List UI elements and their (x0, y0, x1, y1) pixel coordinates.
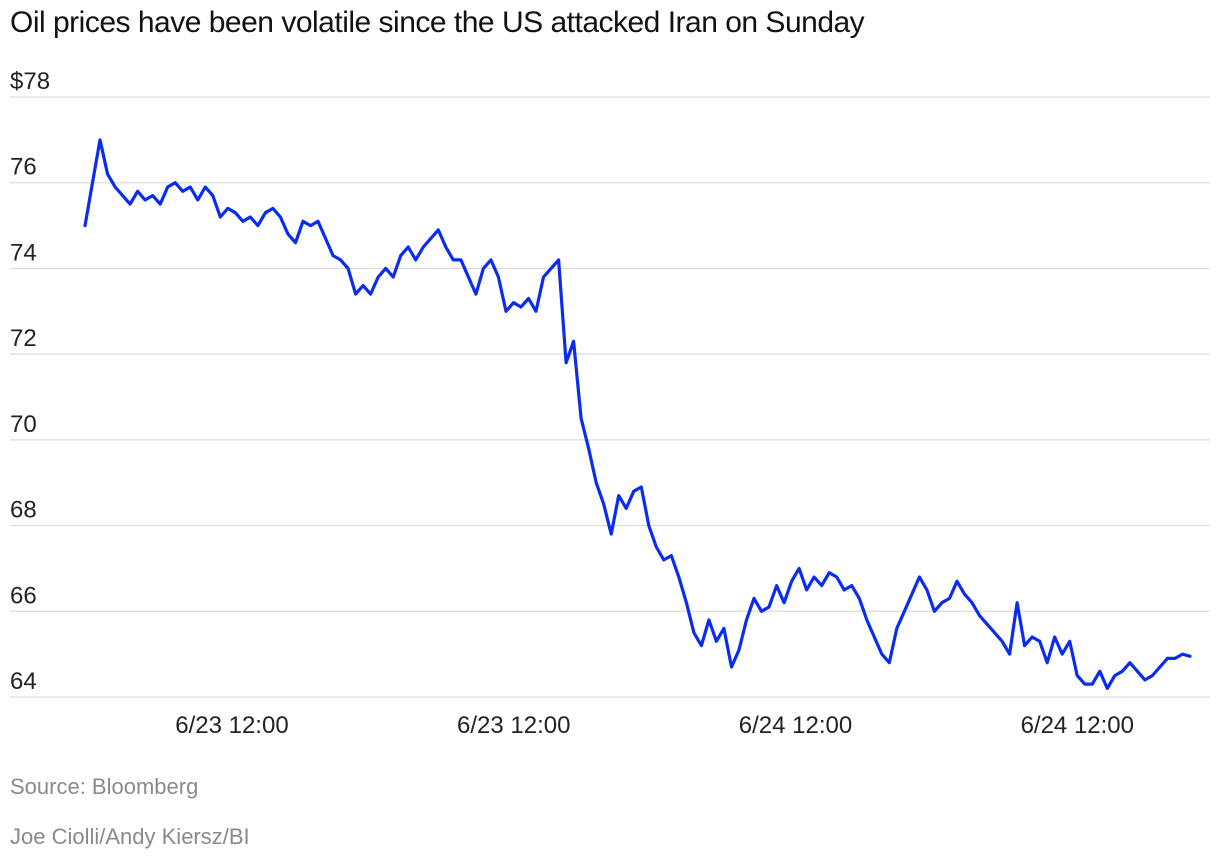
y-tick-label: 68 (10, 497, 37, 524)
x-tick-label: 6/24 12:00 (1021, 712, 1134, 739)
y-tick-label: 70 (10, 411, 37, 438)
y-axis-ticks: $78 76 74 72 70 68 66 64 (10, 68, 50, 695)
credit-note: Joe Ciolli/Andy Kiersz/BI (10, 824, 250, 849)
x-axis-ticks: 6/23 12:00 6/23 12:00 6/24 12:00 6/24 12:00 (175, 712, 1134, 739)
series-line-oil-price (83, 138, 1192, 690)
y-tick-label: 66 (10, 582, 37, 609)
y-tick-label: $78 (10, 68, 50, 95)
x-tick-label: 6/23 12:00 (175, 712, 288, 739)
y-tick-label: 64 (10, 668, 37, 695)
x-tick-label: 6/23 12:00 (457, 712, 570, 739)
source-note: Source: Bloomberg (10, 774, 199, 799)
chart-title: Oil prices have been volatile since the … (10, 6, 865, 39)
x-tick-label: 6/24 12:00 (739, 712, 852, 739)
y-tick-label: 72 (10, 325, 37, 352)
series-layer (83, 138, 1192, 690)
y-tick-label: 74 (10, 239, 37, 266)
y-tick-label: 76 (10, 154, 37, 181)
